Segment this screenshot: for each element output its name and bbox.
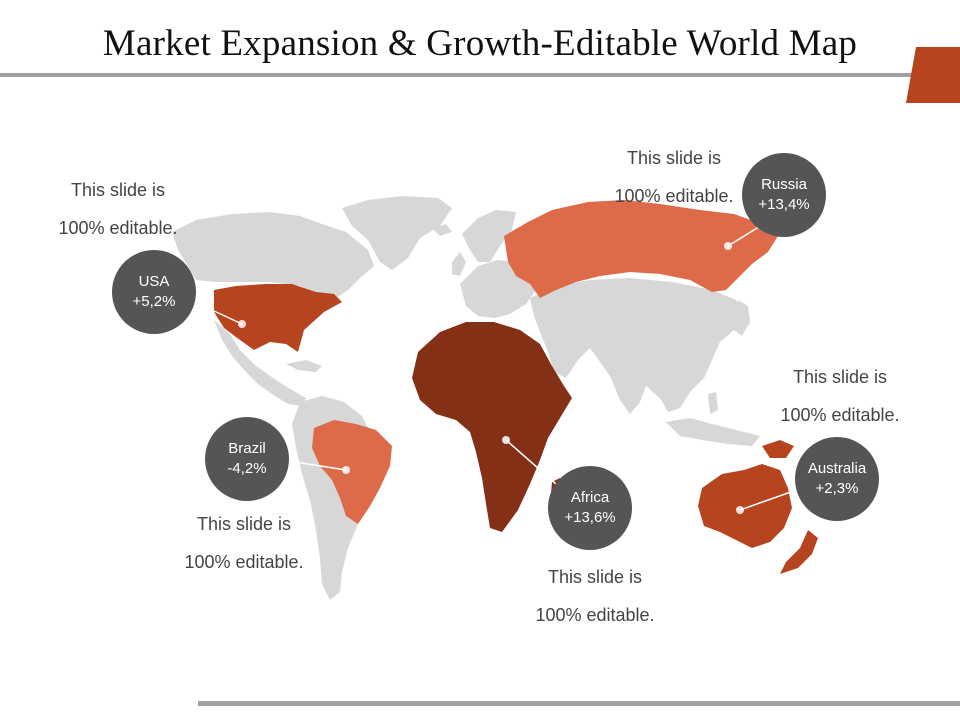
usa-region [214,284,342,352]
marker-value: -4,2% [227,460,267,477]
caption-australia: This slide is 100% editable. [780,367,900,425]
caption-africa: This slide is 100% editable. [535,567,655,625]
usa-marker: USA +5,2% [112,250,196,334]
new-zealand-region [780,530,818,574]
indonesia-region [666,418,760,446]
marker-name: Russia [761,176,807,193]
slide-title: Market Expansion & Growth-Editable World… [102,23,858,64]
marker-name: Africa [570,489,610,506]
australia-dot [736,506,744,514]
marker-value: +5,2% [132,293,176,310]
marker-value: +2,3% [815,480,859,497]
scandinavia-region [462,210,516,262]
usa-dot [238,320,246,328]
title-divider [0,73,960,77]
greenland-region [342,196,452,270]
australia-region [698,464,792,548]
philippines-region [708,392,718,414]
asia-region [530,278,746,414]
new-guinea-region [762,440,794,458]
uk-region [452,252,466,276]
brazil-region [312,420,392,524]
caption-brazil: This slide is 100% editable. [184,514,304,572]
caption-russia: This slide is 100% editable. [614,148,734,206]
brazil-marker: Brazil -4,2% [205,417,289,501]
brazil-dot [342,466,350,474]
marker-value: +13,6% [564,509,616,526]
africa-marker: Africa +13,6% [548,466,632,550]
canada-region [172,212,374,298]
japan-region [734,300,750,336]
russia-dot [724,242,732,250]
marker-name: USA [138,273,170,290]
caribbean-region [286,360,322,372]
africa-dot [502,436,510,444]
marker-name: Brazil [228,440,266,457]
highlighted-regions [214,200,818,574]
mexico-central-america-region [214,320,306,406]
russia-marker: Russia +13,4% [742,153,826,237]
marker-dots [238,242,744,514]
iceland-region [432,224,452,236]
footer-divider [198,701,960,706]
marker-name: Australia [807,460,867,477]
marker-value: +13,4% [758,196,810,213]
australia-marker: Australia +2,3% [795,437,879,521]
caption-usa: This slide is 100% editable. [58,180,178,238]
africa-region [412,322,572,532]
corner-accent-shape [906,47,960,103]
russia-region [504,200,778,298]
